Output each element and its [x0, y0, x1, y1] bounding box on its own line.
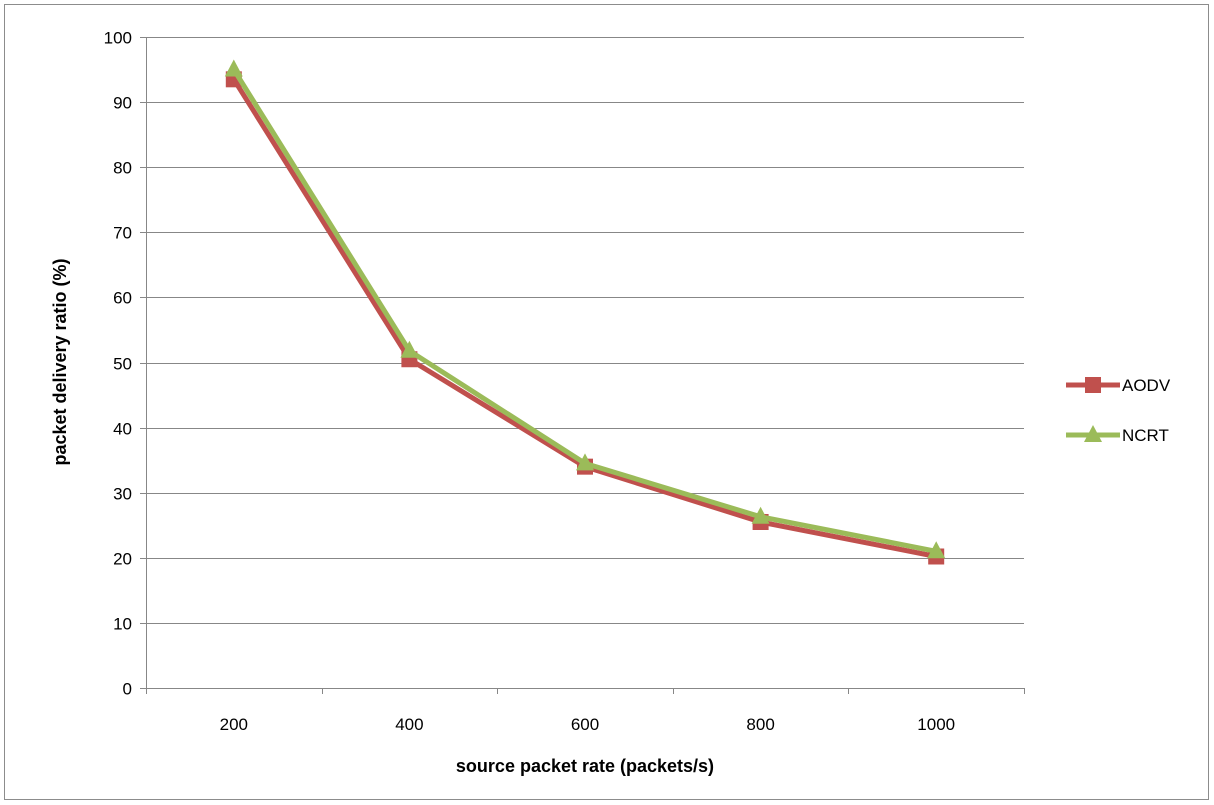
x-tick-label: 400	[395, 715, 423, 734]
data-point-ncrt	[400, 340, 419, 358]
x-tick-label: 200	[220, 715, 248, 734]
legend-label-aodv: AODV	[1122, 376, 1171, 395]
y-tick-label: 80	[113, 159, 132, 178]
legend-marker-aodv	[1085, 377, 1101, 393]
gridlines	[146, 37, 1024, 624]
y-tick-label: 50	[113, 355, 132, 374]
x-tick-label: 1000	[917, 715, 955, 734]
y-tick-label: 0	[123, 680, 132, 699]
legend: AODV NCRT	[1066, 376, 1171, 445]
axes	[140, 37, 1025, 694]
legend-label-ncrt: NCRT	[1122, 426, 1169, 445]
y-tick-label: 30	[113, 485, 132, 504]
x-tick-label: 800	[746, 715, 774, 734]
y-tick-label: 40	[113, 420, 132, 439]
x-tick-label: 600	[571, 715, 599, 734]
data-point-ncrt	[751, 506, 770, 524]
data-point-ncrt	[576, 453, 594, 471]
y-axis-title: packet delivery ratio (%)	[50, 258, 70, 465]
series-group	[224, 59, 946, 565]
series-ncrt	[224, 59, 946, 559]
y-tick-label: 60	[113, 289, 132, 308]
y-tick-label: 90	[113, 94, 132, 113]
y-tick-label: 10	[113, 615, 132, 634]
y-tick-label: 70	[113, 224, 132, 243]
data-point-ncrt	[224, 59, 243, 77]
chart-border	[4, 4, 1209, 800]
x-tick-labels: 200 400 600 800 1000	[220, 715, 956, 734]
legend-item-aodv: AODV	[1066, 376, 1171, 395]
y-tick-label: 100	[104, 29, 132, 48]
legend-marker-ncrt	[1084, 425, 1102, 442]
legend-item-ncrt: NCRT	[1066, 425, 1169, 445]
data-point-ncrt	[927, 541, 946, 559]
x-axis-title: source packet rate (packets/s)	[456, 756, 714, 776]
y-tick-labels: 0 10 20 30 40 50 60 70 80 90 100	[104, 29, 132, 699]
y-tick-label: 20	[113, 550, 132, 569]
